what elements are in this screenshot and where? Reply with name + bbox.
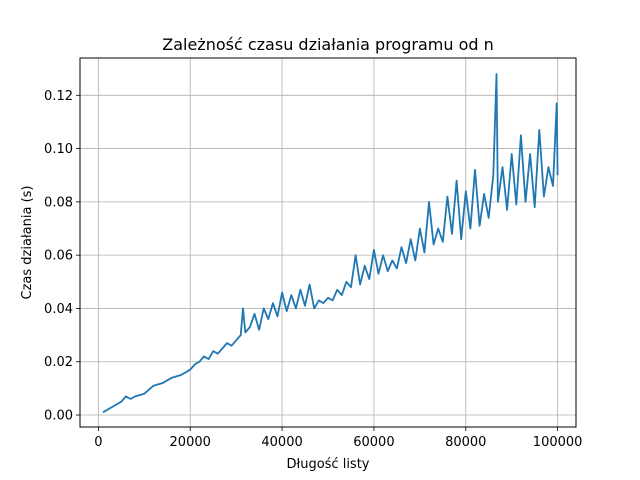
x-axis-ticks: 0 20000 40000 60000 80000 100000 bbox=[94, 427, 582, 450]
y-tick-label: 0.10 bbox=[44, 142, 73, 157]
x-axis-label: Długość listy bbox=[287, 457, 370, 472]
y-axis-label: Czas działania (s) bbox=[20, 186, 35, 300]
x-tick-label: 80000 bbox=[445, 435, 486, 450]
y-tick-label: 0.02 bbox=[44, 355, 73, 370]
y-tick-label: 0.00 bbox=[44, 409, 73, 424]
x-tick-label: 100000 bbox=[533, 435, 583, 450]
y-tick-label: 0.12 bbox=[44, 89, 73, 104]
plot-series bbox=[102, 73, 559, 414]
y-axis-ticks: 0.00 0.02 0.04 0.06 0.08 0.10 0.12 bbox=[44, 89, 80, 424]
x-tick-label: 0 bbox=[94, 435, 102, 450]
y-tick-label: 0.08 bbox=[44, 195, 73, 210]
series-line bbox=[102, 73, 559, 414]
chart-title: Zależność czasu działania programu od n bbox=[162, 35, 494, 54]
plot-frame bbox=[79, 57, 577, 428]
x-tick-label: 60000 bbox=[353, 435, 394, 450]
x-tick-label: 20000 bbox=[170, 435, 211, 450]
x-tick-label: 40000 bbox=[261, 435, 302, 450]
y-tick-label: 0.04 bbox=[44, 302, 73, 317]
y-tick-label: 0.06 bbox=[44, 249, 73, 264]
